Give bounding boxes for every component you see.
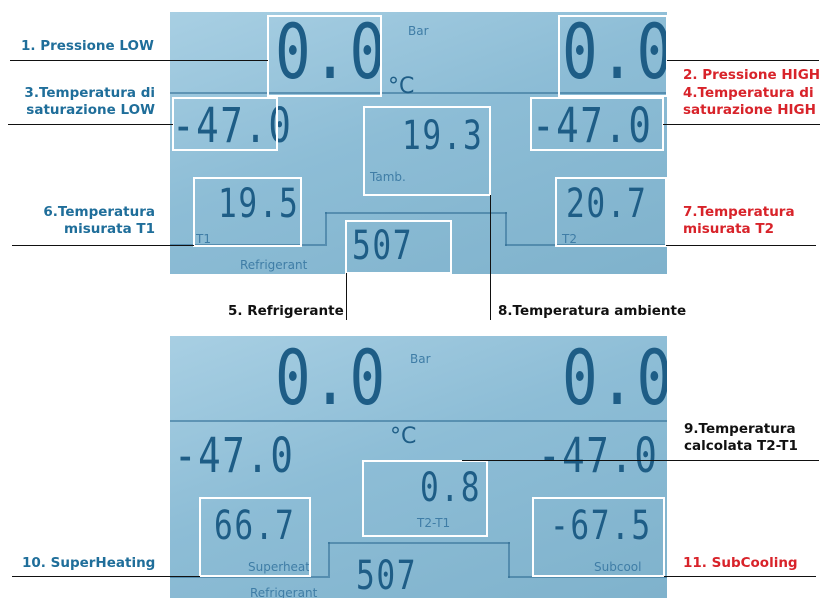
leader-line-pressure-low [10, 60, 268, 61]
sat-temp-low-value: -47.0 [174, 428, 295, 484]
label-subcooling: 11. SubCooling [683, 555, 798, 571]
highlight-t1 [193, 177, 302, 247]
highlight-t2 [555, 177, 667, 247]
label-t1: 6.Temperatura misurata T1 [0, 204, 155, 238]
refrigerant-tag: Refrigerant [250, 586, 318, 598]
ambient-temp-value: 19.3 [402, 113, 484, 159]
leader-line-pressure-high [667, 60, 819, 61]
highlight-delta-temp [362, 460, 488, 537]
label-sat-temp-low-line2: saturazione LOW [26, 102, 155, 118]
leader-line-superheat [12, 576, 200, 577]
label-t2-line1: 7.Temperatura [683, 204, 795, 220]
ambient-tag: Tamb. [370, 170, 406, 184]
lcd-divider [325, 212, 507, 214]
sat-temp-high-value: -47.0 [538, 428, 659, 484]
label-t2: 7.Temperatura misurata T2 [683, 204, 795, 238]
label-delta-temp-line1: 9.Temperatura [684, 421, 796, 437]
label-pressure-high: 2. Pressione HIGH [683, 67, 821, 83]
superheat-value: 66.7 [214, 503, 296, 549]
delta-tag: T2-T1 [417, 516, 451, 530]
t1-tag: T1 [196, 232, 211, 246]
lcd-display-bottom: 0.0 0.0 Bar °C -47.0 -47.0 0.8 T2-T1 66.… [170, 336, 667, 598]
lcd-divider [328, 542, 510, 544]
leader-line-t2 [666, 245, 816, 246]
lcd-divider [325, 212, 327, 246]
label-ambient-temp: 8.Temperatura ambiente [498, 303, 687, 319]
leader-line-subcool [664, 576, 816, 577]
label-t1-line2: misurata T1 [64, 221, 155, 237]
highlight-sat-temp-low [172, 97, 278, 151]
lcd-divider [508, 542, 510, 578]
label-sat-temp-high-line1: 4.Temperatura di [683, 85, 814, 101]
t1-value: 19.5 [218, 181, 300, 227]
leader-line-sat-temp-low [8, 124, 173, 125]
highlight-subcool [532, 497, 665, 577]
highlight-superheat [199, 497, 311, 577]
subcool-value: -67.5 [550, 503, 652, 549]
label-sat-temp-high: 4.Temperatura di saturazione HIGH [683, 85, 816, 119]
leader-line-t1 [12, 245, 194, 246]
refrigerant-value: 507 [352, 223, 414, 269]
sat-temp-low-value: -47.0 [172, 98, 293, 154]
lcd-divider [170, 92, 667, 94]
label-superheating: 10. SuperHeating [22, 555, 156, 571]
delta-temp-value: 0.8 [420, 465, 482, 511]
superheat-tag: Superheat [248, 560, 310, 574]
lcd-divider [170, 420, 667, 422]
bar-unit: Bar [408, 24, 429, 38]
leader-line-sat-temp-high [663, 124, 820, 125]
label-delta-temp: 9.Temperatura calcolata T2-T1 [684, 421, 798, 455]
refrigerant-value: 507 [356, 553, 418, 598]
lcd-divider [508, 576, 667, 578]
lcd-divider [328, 542, 330, 578]
celsius-unit: °C [390, 424, 417, 449]
label-refrigerant: 5. Refrigerante [228, 303, 344, 319]
highlight-refrigerant [345, 220, 452, 274]
leader-line-refrigerant [346, 273, 347, 320]
highlight-sat-temp-high [530, 97, 664, 151]
pressure-low-value: 0.0 [275, 12, 387, 96]
highlight-ambient-temp [363, 106, 491, 196]
refrigerant-tag: Refrigerant [240, 258, 308, 272]
highlight-pressure-high [558, 15, 668, 97]
lcd-display-top: 0.0 0.0 Bar °C -47.0 -47.0 19.3 Tamb. 19… [170, 12, 667, 274]
pressure-low-value: 0.0 [275, 336, 387, 422]
leader-line-ambient-temp [490, 195, 491, 320]
t2-tag: T2 [562, 232, 577, 246]
label-sat-temp-high-line2: saturazione HIGH [683, 102, 816, 118]
bar-unit: Bar [410, 352, 431, 366]
subcool-tag: Subcool [594, 560, 642, 574]
sat-temp-high-value: -47.0 [532, 98, 653, 154]
label-t2-line2: misurata T2 [683, 221, 774, 237]
label-delta-temp-line2: calcolata T2-T1 [684, 438, 798, 454]
pressure-high-value: 0.0 [562, 336, 667, 422]
pressure-high-value: 0.0 [562, 12, 667, 96]
leader-line-delta-temp [462, 460, 819, 461]
lcd-divider [505, 212, 507, 246]
t2-value: 20.7 [566, 181, 648, 227]
label-t1-line1: 6.Temperatura [43, 204, 155, 220]
lcd-divider [170, 576, 328, 578]
highlight-pressure-low [267, 15, 382, 97]
celsius-unit: °C [388, 74, 415, 99]
label-sat-temp-low-line1: 3.Temperatura di [24, 85, 155, 101]
label-pressure-low: 1. Pressione LOW [21, 38, 154, 54]
label-sat-temp-low: 3.Temperatura di saturazione LOW [0, 85, 155, 119]
